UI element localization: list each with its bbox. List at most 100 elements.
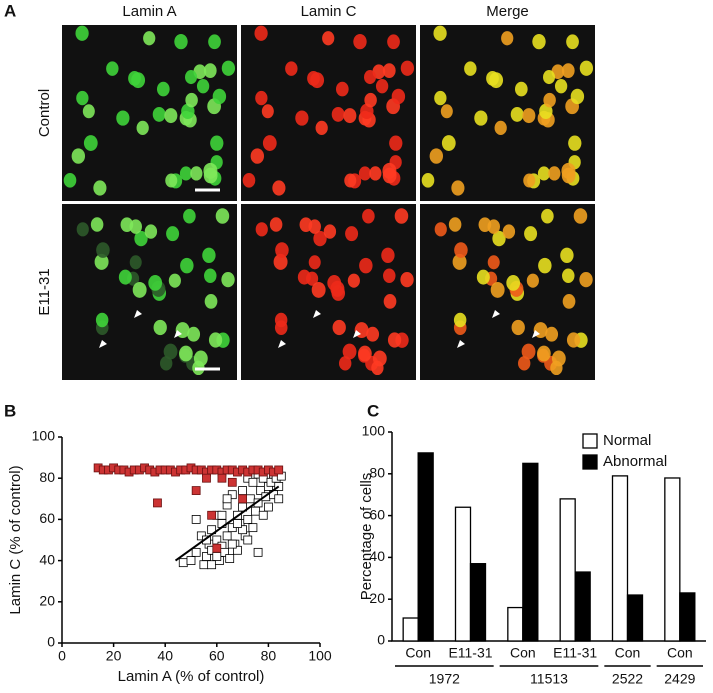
scatter-point: [238, 494, 248, 504]
nucleus: [179, 345, 193, 362]
group-label: 2429: [664, 671, 695, 687]
scatter-point: [186, 556, 196, 565]
y-tick-label: 0: [377, 632, 385, 648]
panel-letter: C: [367, 401, 379, 420]
row-label: Control: [36, 89, 53, 137]
micrograph: [62, 25, 237, 201]
scatter-point: [243, 515, 253, 524]
scatter-point: [263, 502, 273, 512]
nucleus: [570, 88, 585, 105]
nucleus: [566, 34, 579, 50]
nucleus: [359, 257, 373, 274]
nucleus: [116, 110, 130, 126]
nucleus: [203, 162, 218, 179]
arrowhead: [353, 330, 361, 338]
scatter-point: [178, 558, 188, 568]
nucleus: [120, 217, 134, 233]
nucleus: [452, 253, 467, 270]
nucleus: [550, 360, 563, 376]
nucleus: [179, 166, 193, 181]
nucleus: [210, 135, 224, 151]
y-tick-label: 80: [369, 465, 385, 481]
scatter-point: [233, 519, 242, 528]
axes: [61, 437, 320, 644]
nucleus: [383, 268, 396, 283]
nucleus: [75, 25, 89, 41]
nucleus: [93, 180, 107, 196]
nucleus: [566, 332, 581, 348]
y-axis-label: Lamin C (% of control): [7, 465, 24, 614]
scatter-point: [233, 545, 242, 555]
nucleus: [299, 217, 313, 233]
y-tick-label: 0: [47, 634, 55, 650]
axes: [391, 432, 706, 642]
nucleus: [454, 242, 468, 258]
y-tick-label: 100: [362, 423, 386, 439]
nucleus: [492, 230, 506, 247]
nucleus: [394, 208, 409, 224]
y-tick-label: 100: [32, 428, 56, 444]
bar: [469, 563, 487, 642]
nucleus: [274, 312, 288, 328]
nucleus: [387, 332, 402, 348]
scatter-point: [238, 525, 248, 535]
scatter-point: [202, 473, 211, 483]
y-tick-label: 40: [39, 551, 55, 567]
nucleus: [383, 294, 397, 309]
nucleus: [308, 255, 321, 270]
nucleus: [153, 319, 167, 336]
nucleus: [322, 31, 335, 46]
nucleus: [212, 88, 227, 105]
nucleus: [174, 33, 188, 50]
nucleus: [143, 31, 156, 46]
scatter-point: [225, 554, 235, 563]
nucleus: [523, 173, 536, 188]
scatter-point: [248, 477, 258, 487]
nucleus: [215, 208, 230, 224]
nucleus: [129, 255, 142, 270]
scatter-point: [191, 547, 201, 557]
nucleus: [502, 224, 516, 239]
nucleus: [421, 173, 435, 188]
nucleus: [332, 319, 346, 336]
micrograph: [241, 204, 416, 380]
nucleus: [579, 60, 594, 76]
nucleus: [204, 294, 218, 309]
x-tick-label: E11-31: [553, 645, 597, 661]
nucleus: [434, 90, 447, 106]
nucleus: [538, 257, 552, 274]
nucleus: [389, 135, 403, 151]
nucleus: [190, 166, 203, 181]
nucleus: [221, 271, 235, 288]
bar: [559, 498, 576, 642]
x-tick-label: Con: [615, 645, 641, 661]
nucleus: [185, 92, 198, 108]
scatter-point: [251, 506, 260, 516]
nucleus: [561, 63, 575, 78]
nucleus: [183, 208, 196, 224]
nucleus: [323, 224, 337, 239]
nucleus: [76, 222, 89, 237]
nucleus: [486, 71, 499, 86]
nucleus: [514, 81, 528, 97]
nucleus: [344, 173, 357, 188]
nucleus: [526, 273, 539, 288]
nucleus: [342, 343, 357, 360]
nucleus: [537, 166, 551, 181]
nucleus: [518, 356, 531, 371]
scatter-point: [243, 535, 253, 545]
nucleus: [487, 255, 500, 270]
nucleus: [524, 226, 538, 242]
nucleus: [521, 343, 536, 360]
nucleus: [562, 268, 575, 283]
x-tick-label: 40: [157, 648, 173, 664]
nucleus: [168, 273, 181, 288]
nucleus: [83, 135, 98, 151]
scatter-point: [202, 552, 211, 561]
nucleus: [448, 217, 462, 232]
nucleus: [478, 217, 492, 233]
group-label: 1972: [429, 671, 460, 687]
nucleus: [118, 269, 132, 285]
nucleus: [548, 166, 561, 181]
